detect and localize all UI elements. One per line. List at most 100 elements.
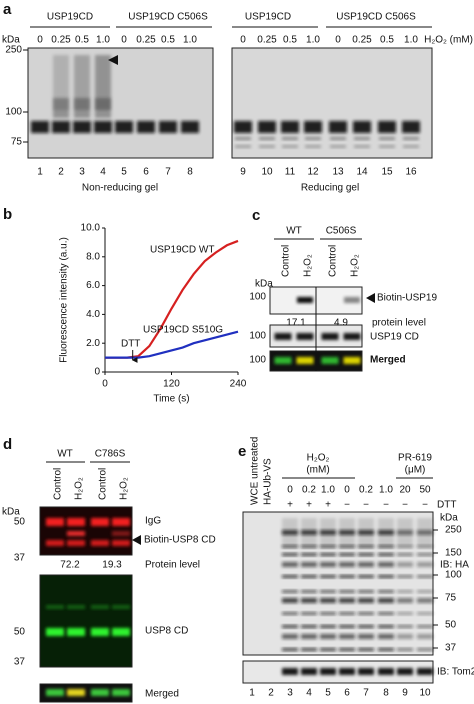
- marker-label: 37: [445, 643, 457, 654]
- band: [358, 590, 374, 593]
- marker-label: 100: [5, 107, 22, 118]
- lane-label: H₂O₂: [350, 254, 361, 277]
- band: [282, 625, 298, 628]
- band: [417, 598, 433, 603]
- band: [397, 668, 413, 675]
- lane-number: 2: [268, 688, 274, 699]
- band: [397, 575, 413, 578]
- band: [301, 545, 317, 548]
- annotation: DTT: [121, 339, 140, 350]
- band: [378, 553, 394, 556]
- lane-number: 7: [363, 688, 369, 699]
- marker-label: 37: [14, 657, 26, 668]
- band: [344, 297, 360, 303]
- band: [320, 625, 336, 628]
- group-title: PR-619: [398, 453, 432, 464]
- band: [301, 562, 317, 567]
- concentration: 0: [37, 35, 43, 46]
- lane-number: 9: [240, 167, 246, 178]
- band: [282, 545, 298, 548]
- band: [320, 598, 336, 603]
- band: [282, 668, 298, 675]
- level: 4.9: [334, 318, 348, 329]
- band: [296, 333, 314, 340]
- group-label: USP19CD: [245, 12, 291, 23]
- band: [320, 545, 336, 548]
- group-title: H₂O₂: [307, 453, 330, 464]
- band: [301, 553, 317, 556]
- marker-label: 100: [249, 331, 266, 342]
- band: [282, 575, 298, 578]
- band: [321, 333, 339, 340]
- band: [46, 628, 64, 636]
- band: [282, 530, 298, 535]
- lane-label: H₂O₂: [74, 477, 85, 500]
- band: [282, 598, 298, 603]
- group-label: USP19CD C506S: [128, 12, 208, 23]
- band: [378, 598, 394, 603]
- band: [67, 605, 85, 609]
- band: [397, 545, 413, 548]
- dtt-label: DTT: [437, 500, 456, 511]
- band: [397, 590, 413, 593]
- concentration: 0.5: [380, 35, 394, 46]
- band: [378, 530, 394, 535]
- lane-label: Control: [53, 468, 64, 500]
- band: [137, 121, 155, 133]
- band: [301, 530, 317, 535]
- group-label: C506S: [326, 226, 357, 237]
- lane-label: Control: [328, 245, 339, 277]
- blot-label: USP8 CD: [145, 626, 188, 637]
- band: [112, 518, 130, 526]
- band: [378, 634, 394, 639]
- band: [339, 668, 355, 675]
- concentration: 0.5: [75, 35, 89, 46]
- band: [417, 553, 433, 556]
- gel-label: Reducing gel: [301, 183, 359, 194]
- level-label: protein level: [372, 318, 426, 329]
- marker-label: 75: [445, 593, 457, 604]
- band: [159, 121, 177, 133]
- band: [91, 605, 109, 609]
- arrowhead: [108, 55, 118, 65]
- band: [378, 562, 394, 567]
- band: [53, 55, 69, 110]
- concentration: 1.0: [321, 485, 335, 496]
- band: [274, 333, 292, 340]
- lane-label: Control: [98, 468, 109, 500]
- level: 19.3: [102, 560, 122, 571]
- band: [417, 545, 433, 548]
- band: [378, 575, 394, 578]
- marker-label: 100: [249, 355, 266, 366]
- band: [305, 145, 321, 148]
- group-label: C786S: [95, 449, 126, 460]
- band: [73, 121, 91, 133]
- band: [67, 540, 85, 546]
- band: [235, 137, 251, 140]
- marker-label: 250: [5, 45, 22, 56]
- band: [304, 121, 322, 133]
- band: [378, 648, 394, 651]
- band: [378, 121, 396, 133]
- marker-label: 50: [445, 620, 457, 631]
- x-tick-label: 240: [230, 379, 247, 390]
- band: [358, 668, 374, 675]
- lane-number: 11: [285, 167, 296, 178]
- band: [358, 625, 374, 628]
- band: [115, 121, 133, 133]
- panel-letter: a: [3, 1, 12, 18]
- concentration: 0.2: [359, 485, 373, 496]
- blot-label: IgG: [145, 516, 161, 527]
- band: [91, 540, 109, 546]
- band: [282, 553, 298, 556]
- band: [378, 545, 394, 548]
- lane-number: 13: [332, 167, 344, 178]
- concentration: 0.5: [283, 35, 297, 46]
- lane-number: 1: [37, 167, 43, 178]
- series-label: USP19CD S510G: [143, 325, 223, 336]
- band: [259, 145, 275, 148]
- band: [354, 145, 370, 148]
- lane-number: 4: [306, 688, 312, 699]
- band: [417, 590, 433, 593]
- concentration: 0.2: [302, 485, 316, 496]
